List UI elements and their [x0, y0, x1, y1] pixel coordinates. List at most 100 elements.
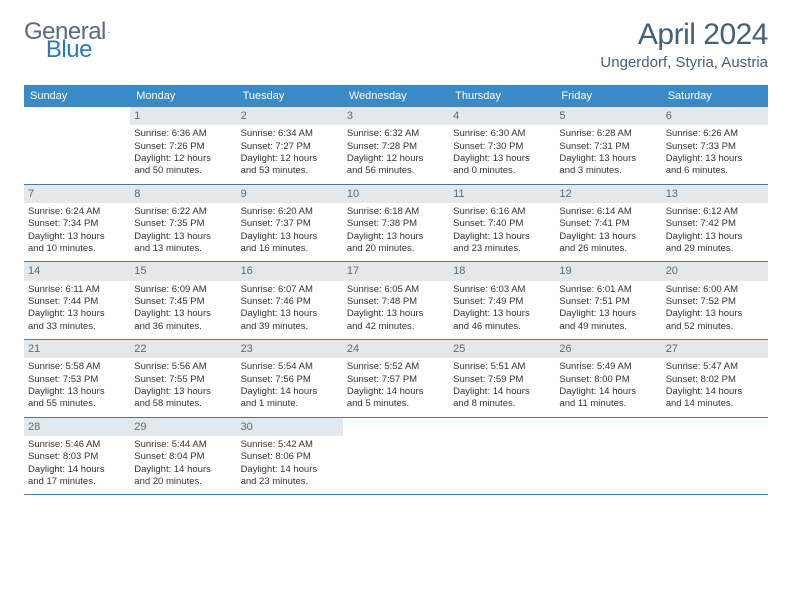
day-info-line: Daylight: 12 hours — [347, 153, 445, 165]
day-cell: 25Sunrise: 5:51 AMSunset: 7:59 PMDayligh… — [449, 340, 555, 417]
day-info-line: Sunrise: 6:16 AM — [453, 206, 551, 218]
day-number: 9 — [237, 185, 343, 203]
day-info-line: and 53 minutes. — [241, 165, 339, 177]
day-info-line: Sunset: 7:38 PM — [347, 218, 445, 230]
day-info-line: Daylight: 14 hours — [28, 464, 126, 476]
day-cell: 15Sunrise: 6:09 AMSunset: 7:45 PMDayligh… — [130, 262, 236, 339]
day-info-line: Sunset: 8:03 PM — [28, 451, 126, 463]
day-info-line: and 56 minutes. — [347, 165, 445, 177]
day-number: 1 — [130, 107, 236, 125]
day-cell: 17Sunrise: 6:05 AMSunset: 7:48 PMDayligh… — [343, 262, 449, 339]
day-info-line: Sunrise: 6:14 AM — [559, 206, 657, 218]
day-cell: 10Sunrise: 6:18 AMSunset: 7:38 PMDayligh… — [343, 185, 449, 262]
day-info-line: Sunset: 7:26 PM — [134, 141, 232, 153]
day-info-line: Sunset: 7:42 PM — [666, 218, 764, 230]
day-info-line: Sunrise: 6:30 AM — [453, 128, 551, 140]
day-cell — [24, 107, 130, 184]
location-label: Ungerdorf, Styria, Austria — [600, 54, 768, 71]
day-info-line: and 50 minutes. — [134, 165, 232, 177]
day-cell: 5Sunrise: 6:28 AMSunset: 7:31 PMDaylight… — [555, 107, 661, 184]
day-info-line: Sunset: 7:35 PM — [134, 218, 232, 230]
day-number: 8 — [130, 185, 236, 203]
day-number: 30 — [237, 418, 343, 436]
day-cell — [343, 418, 449, 495]
day-cell: 24Sunrise: 5:52 AMSunset: 7:57 PMDayligh… — [343, 340, 449, 417]
day-info-line: and 23 minutes. — [241, 476, 339, 488]
day-cell: 20Sunrise: 6:00 AMSunset: 7:52 PMDayligh… — [662, 262, 768, 339]
day-info-line: and 23 minutes. — [453, 243, 551, 255]
day-info-line: Sunset: 7:57 PM — [347, 374, 445, 386]
day-info-line: Sunrise: 6:24 AM — [28, 206, 126, 218]
day-cell: 16Sunrise: 6:07 AMSunset: 7:46 PMDayligh… — [237, 262, 343, 339]
week-row: 28Sunrise: 5:46 AMSunset: 8:03 PMDayligh… — [24, 418, 768, 496]
day-info-line: Sunset: 7:53 PM — [28, 374, 126, 386]
day-cell: 28Sunrise: 5:46 AMSunset: 8:03 PMDayligh… — [24, 418, 130, 495]
day-number: 22 — [130, 340, 236, 358]
day-info-line: Daylight: 13 hours — [347, 231, 445, 243]
day-cell: 6Sunrise: 6:26 AMSunset: 7:33 PMDaylight… — [662, 107, 768, 184]
day-cell: 30Sunrise: 5:42 AMSunset: 8:06 PMDayligh… — [237, 418, 343, 495]
day-number: 3 — [343, 107, 449, 125]
day-info-line: Sunrise: 6:03 AM — [453, 284, 551, 296]
day-info-line: Daylight: 13 hours — [28, 386, 126, 398]
weekday-header: Thursday — [449, 85, 555, 107]
day-info-line: Sunset: 7:51 PM — [559, 296, 657, 308]
day-info-line: Sunset: 7:59 PM — [453, 374, 551, 386]
day-cell — [449, 418, 555, 495]
weekday-header: Monday — [130, 85, 236, 107]
day-info-line: Daylight: 13 hours — [28, 231, 126, 243]
day-info-line: Sunrise: 6:07 AM — [241, 284, 339, 296]
day-info-line: Sunset: 7:55 PM — [134, 374, 232, 386]
day-info-line: and 16 minutes. — [241, 243, 339, 255]
weekday-header: Friday — [555, 85, 661, 107]
day-info-line: Daylight: 14 hours — [666, 386, 764, 398]
day-info-line: Sunrise: 6:32 AM — [347, 128, 445, 140]
day-info-line: Sunset: 8:06 PM — [241, 451, 339, 463]
day-info-line: Daylight: 13 hours — [559, 153, 657, 165]
day-info-line: Sunset: 7:40 PM — [453, 218, 551, 230]
day-info-line: and 26 minutes. — [559, 243, 657, 255]
day-info-line: Sunset: 7:45 PM — [134, 296, 232, 308]
day-info-line: Sunrise: 5:56 AM — [134, 361, 232, 373]
day-info-line: and 17 minutes. — [28, 476, 126, 488]
day-info-line: and 39 minutes. — [241, 321, 339, 333]
day-info-line: Daylight: 14 hours — [241, 386, 339, 398]
day-info-line: and 52 minutes. — [666, 321, 764, 333]
day-cell: 19Sunrise: 6:01 AMSunset: 7:51 PMDayligh… — [555, 262, 661, 339]
day-cell: 13Sunrise: 6:12 AMSunset: 7:42 PMDayligh… — [662, 185, 768, 262]
day-cell: 21Sunrise: 5:58 AMSunset: 7:53 PMDayligh… — [24, 340, 130, 417]
day-info-line: and 29 minutes. — [666, 243, 764, 255]
day-info-line: and 6 minutes. — [666, 165, 764, 177]
day-info-line: Sunrise: 6:01 AM — [559, 284, 657, 296]
day-number: 6 — [662, 107, 768, 125]
day-info-line: Daylight: 13 hours — [559, 231, 657, 243]
day-cell: 27Sunrise: 5:47 AMSunset: 8:02 PMDayligh… — [662, 340, 768, 417]
weekday-header-row: Sunday Monday Tuesday Wednesday Thursday… — [24, 85, 768, 107]
day-number: 16 — [237, 262, 343, 280]
day-info-line: and 36 minutes. — [134, 321, 232, 333]
logo-sail-icon — [108, 24, 110, 40]
day-cell: 12Sunrise: 6:14 AMSunset: 7:41 PMDayligh… — [555, 185, 661, 262]
day-info-line: and 33 minutes. — [28, 321, 126, 333]
day-number: 21 — [24, 340, 130, 358]
day-cell: 2Sunrise: 6:34 AMSunset: 7:27 PMDaylight… — [237, 107, 343, 184]
title-block: April 2024 Ungerdorf, Styria, Austria — [600, 18, 768, 71]
day-info-line: Daylight: 14 hours — [559, 386, 657, 398]
weeks-container: 1Sunrise: 6:36 AMSunset: 7:26 PMDaylight… — [24, 107, 768, 495]
day-info-line: Sunset: 8:00 PM — [559, 374, 657, 386]
day-info-line: and 46 minutes. — [453, 321, 551, 333]
day-info-line: Sunset: 7:48 PM — [347, 296, 445, 308]
logo-text-blue: Blue — [46, 36, 92, 64]
weekday-header: Sunday — [24, 85, 130, 107]
day-info-line: Sunset: 7:31 PM — [559, 141, 657, 153]
day-info-line: Sunset: 7:49 PM — [453, 296, 551, 308]
day-info-line: Daylight: 13 hours — [666, 308, 764, 320]
day-cell — [555, 418, 661, 495]
day-number: 26 — [555, 340, 661, 358]
logo: General Blue — [24, 18, 178, 46]
day-info-line: Daylight: 13 hours — [453, 231, 551, 243]
day-number: 15 — [130, 262, 236, 280]
day-info-line: Sunset: 7:28 PM — [347, 141, 445, 153]
day-info-line: Sunrise: 6:00 AM — [666, 284, 764, 296]
day-info-line: Daylight: 13 hours — [666, 153, 764, 165]
